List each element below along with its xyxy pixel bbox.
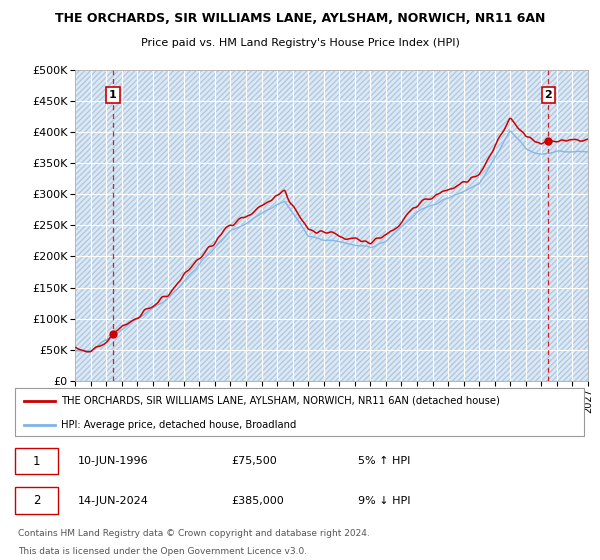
Text: Contains HM Land Registry data © Crown copyright and database right 2024.: Contains HM Land Registry data © Crown c… <box>18 529 370 538</box>
Text: 5% ↑ HPI: 5% ↑ HPI <box>358 456 410 466</box>
FancyBboxPatch shape <box>15 487 58 514</box>
Text: 9% ↓ HPI: 9% ↓ HPI <box>358 496 410 506</box>
Text: 14-JUN-2024: 14-JUN-2024 <box>78 496 149 506</box>
Text: 2: 2 <box>544 90 552 100</box>
Text: THE ORCHARDS, SIR WILLIAMS LANE, AYLSHAM, NORWICH, NR11 6AN: THE ORCHARDS, SIR WILLIAMS LANE, AYLSHAM… <box>55 12 545 25</box>
Text: 10-JUN-1996: 10-JUN-1996 <box>78 456 149 466</box>
Text: £385,000: £385,000 <box>231 496 284 506</box>
Text: Price paid vs. HM Land Registry's House Price Index (HPI): Price paid vs. HM Land Registry's House … <box>140 38 460 48</box>
Text: 1: 1 <box>33 455 40 468</box>
Text: HPI: Average price, detached house, Broadland: HPI: Average price, detached house, Broa… <box>61 419 296 430</box>
Text: This data is licensed under the Open Government Licence v3.0.: This data is licensed under the Open Gov… <box>18 548 307 557</box>
Text: THE ORCHARDS, SIR WILLIAMS LANE, AYLSHAM, NORWICH, NR11 6AN (detached house): THE ORCHARDS, SIR WILLIAMS LANE, AYLSHAM… <box>61 396 500 406</box>
Text: £75,500: £75,500 <box>231 456 277 466</box>
FancyBboxPatch shape <box>15 448 58 474</box>
FancyBboxPatch shape <box>15 388 584 436</box>
Text: 1: 1 <box>109 90 117 100</box>
Text: 2: 2 <box>33 494 40 507</box>
